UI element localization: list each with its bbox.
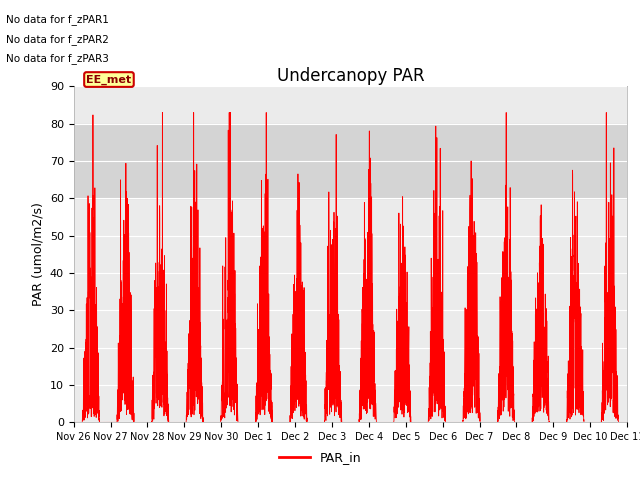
Title: Undercanopy PAR: Undercanopy PAR — [276, 67, 424, 85]
Y-axis label: PAR (umol/m2/s): PAR (umol/m2/s) — [31, 203, 44, 306]
Bar — [74, 124, 627, 198]
Text: No data for f_zPAR1: No data for f_zPAR1 — [6, 14, 109, 25]
Text: No data for f_zPAR2: No data for f_zPAR2 — [6, 34, 109, 45]
Text: EE_met: EE_met — [86, 74, 132, 84]
Text: No data for f_zPAR3: No data for f_zPAR3 — [6, 53, 109, 64]
Legend: PAR_in: PAR_in — [273, 446, 367, 469]
